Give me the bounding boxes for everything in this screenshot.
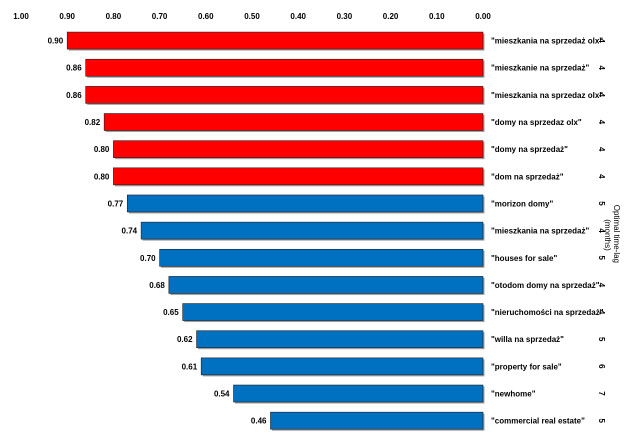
time-lag-label: 5 xyxy=(597,201,606,206)
time-lag-label: 7 xyxy=(597,391,606,396)
category-label: "domy na sprzedaż" xyxy=(491,145,568,154)
secondary-axis-title: Optimal time-lag (months) xyxy=(603,205,621,265)
bar xyxy=(85,58,484,77)
value-label: 0.86 xyxy=(66,91,82,100)
x-tick-label: 0.30 xyxy=(337,12,353,21)
category-label: "commercial real estate" xyxy=(491,417,585,426)
bar xyxy=(200,357,484,376)
bar xyxy=(270,411,484,430)
bar xyxy=(126,194,484,213)
time-lag-label: 4 xyxy=(597,283,606,288)
category-label: "otodom domy na sprzedaż" xyxy=(491,281,600,290)
value-label: 0.70 xyxy=(140,254,156,263)
value-labels: 0.90 0.86 0.86 0.82 0.80 0.80 0.77 0.74 0.70 0.68… xyxy=(48,37,267,426)
x-tick-label: 0.20 xyxy=(383,12,399,21)
x-tick-label: 0.60 xyxy=(198,12,214,21)
bar xyxy=(159,248,484,267)
bar xyxy=(168,276,484,294)
secondary-axis-title-line2: (months) xyxy=(603,219,612,251)
bar xyxy=(113,140,484,158)
value-label: 0.80 xyxy=(94,145,110,154)
category-label: "nieruchomości na sprzedaż" xyxy=(491,308,604,317)
bar xyxy=(182,303,484,321)
value-label: 0.62 xyxy=(177,335,193,344)
category-label: "houses for sale" xyxy=(491,254,557,263)
category-label: "mieszkania na sprzedaż" xyxy=(491,227,590,236)
time-lag-label: 4 xyxy=(597,310,606,315)
value-label: 0.54 xyxy=(214,390,230,399)
value-label: 0.74 xyxy=(122,227,138,236)
time-lag-label: 5 xyxy=(597,337,606,342)
category-label: "mieszkania na sprzedaz olx" xyxy=(491,91,603,100)
category-label: "mieszkanie na sprzedaż" xyxy=(491,64,590,73)
bar xyxy=(233,384,484,403)
x-axis-ticks: 1.00 0.90 0.80 0.70 0.60 0.50 0.40 0.30 0.20 0.10… xyxy=(13,12,491,21)
value-label: 0.80 xyxy=(94,172,110,181)
bar xyxy=(103,113,484,131)
time-lag-label: 4 xyxy=(597,38,606,43)
x-tick-label: 0.50 xyxy=(244,12,260,21)
category-label: "mieszkania na sprzedaż olx" xyxy=(491,37,603,46)
value-label: 0.46 xyxy=(251,417,267,426)
value-label: 0.90 xyxy=(48,37,64,46)
x-tick-label: 1.00 xyxy=(13,12,29,21)
secondary-axis-title-line1: Optimal time-lag xyxy=(612,205,621,263)
time-lag-label: 4 xyxy=(597,174,606,179)
bar xyxy=(140,221,484,240)
value-label: 0.77 xyxy=(108,199,124,208)
bar xyxy=(85,86,484,104)
value-label: 0.68 xyxy=(149,281,165,290)
value-label: 0.82 xyxy=(85,118,101,127)
x-tick-label: 0.90 xyxy=(59,12,75,21)
time-lag-label: 4 xyxy=(597,93,606,98)
bar xyxy=(113,167,484,186)
time-lag-label: 5 xyxy=(597,418,606,423)
time-lag-label: 4 xyxy=(597,228,606,233)
time-lag-label: 5 xyxy=(597,256,606,261)
category-label: "domy na sprzedaz olx" xyxy=(491,118,582,127)
value-label: 0.86 xyxy=(66,64,82,73)
category-label: "dom na sprzedaż" xyxy=(491,172,564,181)
bars xyxy=(66,31,485,431)
value-label: 0.65 xyxy=(163,308,179,317)
x-tick-label: 0.10 xyxy=(429,12,445,21)
category-label: "willa na sprzedaż" xyxy=(491,335,564,344)
category-labels: "mieszkania na sprzedaż olx" "mieszkanie … xyxy=(491,37,604,426)
time-lag-label: 4 xyxy=(597,65,606,70)
x-tick-label: 0.40 xyxy=(290,12,306,21)
category-label: "property for sale" xyxy=(491,362,562,371)
x-tick-label: 0.80 xyxy=(106,12,122,21)
x-tick-label: 0.70 xyxy=(152,12,168,21)
time-lag-label: 6 xyxy=(597,364,606,369)
bar xyxy=(196,330,484,349)
category-label: "morizon domy" xyxy=(491,199,553,208)
bar xyxy=(66,31,484,50)
category-label: "newhome" xyxy=(491,390,536,399)
time-lag-label: 4 xyxy=(597,120,606,125)
time-lag-label: 4 xyxy=(597,147,606,152)
value-label: 0.61 xyxy=(182,362,198,371)
x-tick-label: 0.00 xyxy=(475,12,491,21)
time-lag-labels: 4 4 4 4 4 4 5 4 5 4 4 5 6 7 5 xyxy=(597,38,606,423)
